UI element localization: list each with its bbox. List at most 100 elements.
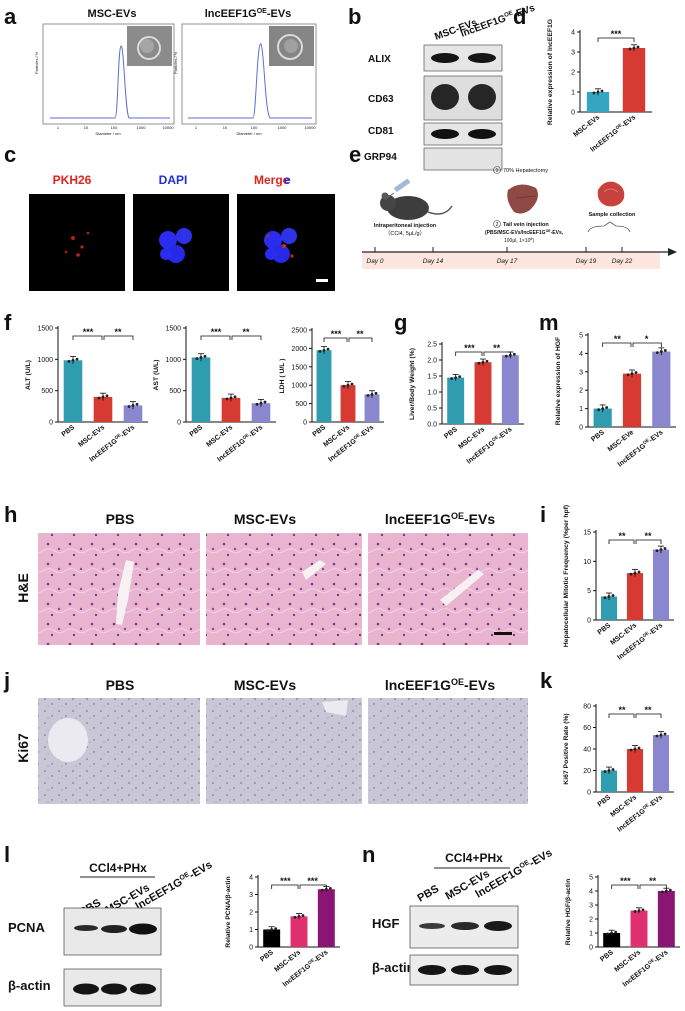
y-tick-label: 10 (583, 559, 591, 566)
data-point (266, 928, 270, 932)
tail-vein-label: Tail vein injection (503, 222, 549, 228)
data-point (229, 396, 233, 400)
if-label-dapi: DAPI (159, 173, 188, 187)
nta-xtick: 1000 (137, 125, 147, 130)
significance-bracket (597, 37, 635, 42)
panel-letter-c: c (4, 142, 16, 167)
data-point (346, 383, 350, 387)
y-tick-label: 2 (579, 388, 583, 395)
y-tick-label: 20 (583, 768, 591, 775)
data-point (263, 400, 267, 404)
x-tick-label: lncEEF1GOE-EVs (281, 948, 330, 989)
data-point (611, 768, 615, 771)
nta-xlabel-oe: Diameter / nm (236, 131, 262, 136)
panel-b: MSC-EVs lncEEF1GOE-EVs ALIX CD63 CD81 GR… (364, 3, 537, 171)
wb-lane-pbs: PBS (416, 883, 442, 905)
y-tick-label: 0 (303, 420, 307, 427)
panel-letter-e: e (349, 142, 361, 167)
data-point (634, 371, 638, 374)
nta-xtick: 10000 (304, 125, 316, 130)
data-point (370, 393, 374, 396)
wb-label-actin: β-actin (372, 960, 415, 975)
y-axis-label: Relative PCNA/β-actin (225, 876, 232, 947)
x-tick-label: PBS (259, 949, 275, 964)
nta-xtick: 100 (251, 125, 258, 130)
x-tick-label: PBS (189, 424, 205, 439)
significance-label: ** (644, 531, 652, 541)
significance-bracket (602, 342, 632, 347)
y-tick-label: 40 (583, 747, 591, 754)
data-point (320, 888, 324, 892)
y-tick-label: 500 (295, 401, 307, 408)
step-number: 2 (496, 222, 499, 228)
bar (263, 929, 281, 947)
significance-bracket (632, 342, 662, 347)
data-point (597, 408, 601, 412)
x-tick-label: PBS (443, 426, 459, 441)
significance-label: ** (242, 327, 250, 337)
x-tick-label: PBS (590, 429, 606, 444)
panel-letter-l: l (4, 842, 10, 867)
y-tick-label: 3 (579, 369, 583, 376)
y-tick-label: 3 (249, 892, 253, 899)
data-point (101, 395, 105, 399)
nta-xlabel-msc: Diameter / nm (95, 131, 121, 136)
significance-label: *** (83, 327, 94, 337)
data-point (663, 349, 667, 352)
significance-label: * (645, 334, 649, 344)
bar (340, 385, 356, 422)
y-tick-label: 0 (249, 945, 253, 952)
significance-label: ** (618, 705, 626, 715)
y-tick-label: 4 (571, 30, 575, 37)
wb-treatment-label: CCl4+PHx (89, 861, 147, 875)
wb-membrane-grp94 (423, 147, 503, 171)
bar (626, 749, 644, 792)
significance-bracket (611, 884, 639, 889)
data-point (655, 734, 659, 738)
data-point (477, 361, 481, 365)
y-tick-label: 5 (579, 333, 583, 340)
y-tick-label: 1500 (165, 326, 181, 333)
scale-bar (494, 632, 512, 635)
significance-bracket (608, 713, 635, 718)
tail-vein-groups: (PBS/MSC-EVs/lncEEF1GOE-EVs, (485, 229, 564, 236)
bar (447, 377, 465, 424)
y-axis-label: Relative expression of lncEEF1G (547, 19, 554, 125)
sample-collection-label: Sample collection (589, 212, 636, 218)
x-tick-label: PBS (597, 794, 613, 809)
data-point (655, 351, 659, 355)
panel-letter-h: h (4, 502, 17, 527)
y-tick-label: 3 (589, 903, 593, 910)
data-point (450, 377, 454, 380)
data-point (75, 357, 79, 361)
y-tick-label: 4 (249, 875, 253, 882)
y-tick-label: 80 (583, 704, 591, 711)
significance-bracket (72, 335, 103, 340)
y-tick-label: 1500 (37, 326, 53, 333)
y-axis-label: Liver/Body Weight (%) (409, 348, 416, 420)
data-point (259, 401, 263, 405)
nta-ylabel-oe: Particles / % (173, 51, 178, 74)
significance-label: *** (280, 876, 291, 886)
significance-label: ** (649, 876, 657, 886)
data-point (301, 914, 305, 917)
data-point (659, 733, 663, 737)
he-col-pbs: PBS (106, 511, 135, 527)
y-tick-label: 2000 (291, 346, 307, 353)
nta-xtick: 10000 (162, 125, 174, 130)
y-axis-label: Relative expression of HGF (555, 337, 562, 425)
data-point (611, 594, 615, 597)
hepatectomy-label: 70% Hepatectomy (503, 168, 548, 174)
y-tick-label: 5 (587, 588, 591, 595)
y-tick-label: 1 (589, 931, 593, 938)
panel-letter-b: b (348, 4, 361, 29)
if-label-merge: e (284, 173, 291, 187)
data-point (636, 45, 640, 49)
y-tick-label: 1 (571, 90, 575, 97)
data-point (629, 572, 633, 576)
data-point (633, 910, 637, 913)
panel-letter-a: a (4, 4, 17, 29)
